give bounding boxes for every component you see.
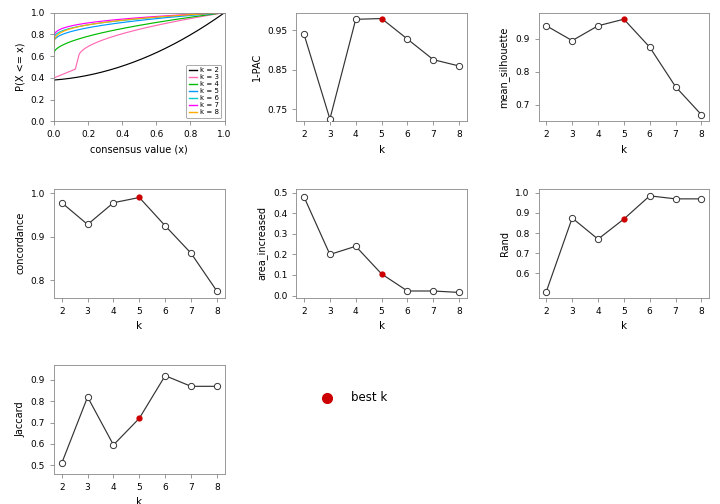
Y-axis label: mean_silhouette: mean_silhouette bbox=[499, 26, 510, 108]
X-axis label: k: k bbox=[136, 321, 143, 331]
X-axis label: k: k bbox=[379, 145, 384, 155]
X-axis label: k: k bbox=[621, 321, 627, 331]
Legend: k = 2, k = 3, k = 4, k = 5, k = 6, k = 7, k = 8: k = 2, k = 3, k = 4, k = 5, k = 6, k = 7… bbox=[186, 65, 221, 118]
Y-axis label: P(X <= x): P(X <= x) bbox=[15, 43, 25, 91]
Text: best k: best k bbox=[351, 391, 387, 404]
X-axis label: k: k bbox=[136, 497, 143, 504]
Y-axis label: Jaccard: Jaccard bbox=[15, 402, 25, 437]
X-axis label: consensus value (x): consensus value (x) bbox=[91, 145, 188, 155]
Y-axis label: Rand: Rand bbox=[500, 231, 510, 256]
Y-axis label: 1-PAC: 1-PAC bbox=[251, 53, 261, 81]
X-axis label: k: k bbox=[621, 145, 627, 155]
X-axis label: k: k bbox=[379, 321, 384, 331]
Y-axis label: area_increased: area_increased bbox=[256, 206, 267, 280]
Y-axis label: concordance: concordance bbox=[15, 212, 25, 274]
